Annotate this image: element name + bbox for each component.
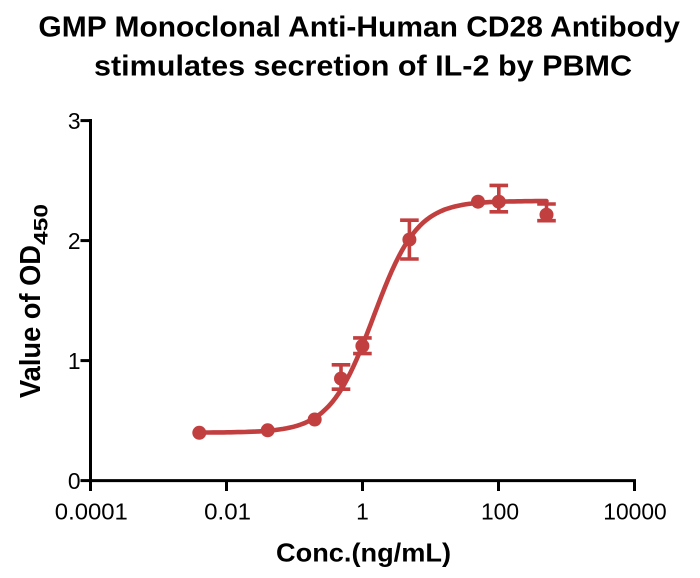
svg-text:Value of OD450: Value of OD450 [15, 204, 53, 398]
svg-text:stimulates secretion of IL-2 b: stimulates secretion of IL-2 by PBMC [94, 50, 632, 82]
svg-text:1: 1 [356, 499, 369, 525]
svg-text:0.01: 0.01 [204, 499, 251, 525]
svg-text:3: 3 [68, 108, 81, 134]
svg-text:Conc.(ng/mL): Conc.(ng/mL) [276, 540, 451, 568]
svg-text:0: 0 [68, 468, 81, 494]
svg-text:10000: 10000 [603, 499, 666, 525]
svg-text:2: 2 [68, 228, 81, 254]
svg-text:0.0001: 0.0001 [55, 499, 128, 525]
svg-text:1: 1 [68, 348, 81, 374]
svg-text:100: 100 [481, 499, 519, 525]
svg-text:GMP Monoclonal Anti-Human CD28: GMP Monoclonal Anti-Human CD28 Antibody [38, 12, 680, 44]
